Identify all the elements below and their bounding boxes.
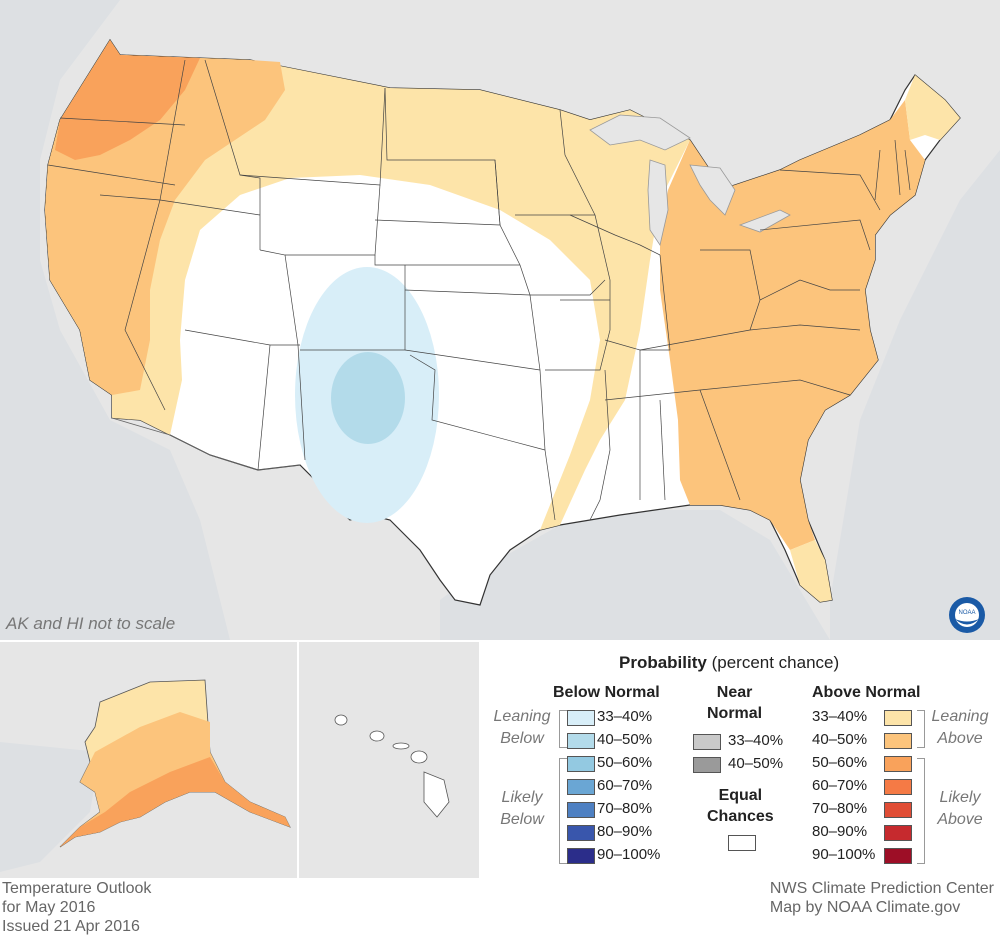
above-label-2: 50–60% — [812, 754, 868, 771]
likely-below-label: Likely Below — [500, 789, 544, 828]
leaning-above-maine — [905, 75, 960, 140]
below-swatch-4 — [567, 802, 595, 818]
below-normal-heading: Below Normal — [553, 684, 660, 701]
above-swatch-2 — [884, 756, 912, 772]
equal-chances-heading: Equal Chances — [707, 787, 774, 825]
atlantic-ocean — [830, 150, 1000, 640]
leaning-above-florida — [790, 540, 832, 602]
pacific-ocean — [0, 0, 230, 640]
above-swatch-0 — [884, 710, 912, 726]
conus-map-svg — [0, 0, 1000, 640]
legend-title-bold: Probability — [619, 653, 707, 672]
scale-note: AK and HI not to scale — [6, 614, 176, 633]
outlook-period: for May 2016 — [2, 899, 96, 916]
likely-above-label: Likely Above — [937, 789, 983, 828]
source-credit: NWS Climate Prediction Center — [769, 880, 994, 897]
above-swatch-3 — [884, 779, 912, 795]
lake-huron — [689, 164, 736, 216]
above-swatch-1 — [884, 733, 912, 749]
gulf-of-mexico — [440, 510, 830, 640]
above-label-5: 80–90% — [812, 823, 868, 840]
below-swatch-3 — [567, 779, 595, 795]
above-50-60-pacific-nw — [55, 40, 200, 160]
below-40-50-new-mexico — [331, 352, 405, 444]
near-label-1: 40–50% — [728, 755, 784, 772]
legend-title: Probability (percent chance) — [619, 653, 839, 673]
below-label-0: 33–40% — [597, 708, 653, 725]
above-label-1: 40–50% — [812, 731, 868, 748]
below-label-6: 90–100% — [597, 846, 661, 863]
maui-island — [410, 750, 428, 764]
likely-below-bracket — [559, 758, 567, 864]
international-border — [111, 417, 301, 471]
oahu-island — [369, 730, 385, 742]
legend-title-rest: (percent chance) — [711, 653, 840, 672]
issue-date: Issued 21 Apr 2016 — [2, 918, 140, 935]
lake-superior — [589, 114, 691, 151]
footer-left: Temperature Outlook for May 2016 Issued … — [2, 879, 151, 936]
alaska-map-svg — [0, 642, 297, 878]
below-label-1: 40–50% — [597, 731, 653, 748]
above-swatch-6 — [884, 848, 912, 864]
molokai-island — [392, 742, 410, 750]
above-label-4: 70–80% — [812, 800, 868, 817]
kauai-island — [334, 714, 348, 726]
alaska-inset — [0, 642, 297, 878]
below-swatch-1 — [567, 733, 595, 749]
svg-text:NOAA: NOAA — [958, 610, 975, 616]
above-swatch-5 — [884, 825, 912, 841]
above-label-3: 60–70% — [812, 777, 868, 794]
state-borders — [47, 59, 911, 521]
leaning-above-label: Leaning Above — [931, 708, 989, 747]
near-label-0: 33–40% — [728, 732, 784, 749]
footer-right: NWS Climate Prediction Center Map by NOA… — [770, 879, 994, 917]
leaning-below-bracket — [559, 710, 567, 748]
near-normal-heading: Near Normal — [707, 684, 763, 722]
hawaii-map-svg — [299, 642, 479, 878]
below-swatch-6 — [567, 848, 595, 864]
below-label-5: 80–90% — [597, 823, 653, 840]
above-swatch-4 — [884, 802, 912, 818]
conus-map: AK and HI not to scale NOAA — [0, 0, 1000, 640]
leaning-below-label: Leaning Below — [493, 708, 551, 747]
legend: Probability (percent chance) Below Norma… — [481, 642, 1000, 878]
likely-above-bracket — [917, 758, 925, 864]
equal-chances-swatch — [728, 835, 756, 851]
leaning-above-west — [45, 40, 690, 530]
lake-michigan — [647, 159, 669, 246]
below-swatch-2 — [567, 756, 595, 772]
outlook-title: Temperature Outlook — [2, 880, 152, 897]
above-label-0: 33–40% — [812, 708, 868, 725]
alaska-ocean — [0, 742, 100, 872]
near-swatch-0 — [693, 734, 721, 750]
below-label-3: 60–70% — [597, 777, 653, 794]
below-swatch-0 — [567, 710, 595, 726]
alaska-above-50-60 — [60, 757, 290, 847]
below-label-2: 50–60% — [597, 754, 653, 771]
map-credit: Map by NOAA Climate.gov — [769, 899, 961, 916]
hawaii-inset — [299, 642, 479, 878]
below-swatch-5 — [567, 825, 595, 841]
above-normal-heading: Above Normal — [812, 684, 921, 701]
big-island — [423, 771, 450, 818]
lake-erie — [738, 209, 791, 233]
below-label-4: 70–80% — [597, 800, 653, 817]
near-swatch-1 — [693, 757, 721, 773]
leaning-above-bracket — [917, 710, 925, 748]
noaa-logo: NOAA — [948, 596, 986, 634]
above-label-6: 90–100% — [812, 846, 876, 863]
